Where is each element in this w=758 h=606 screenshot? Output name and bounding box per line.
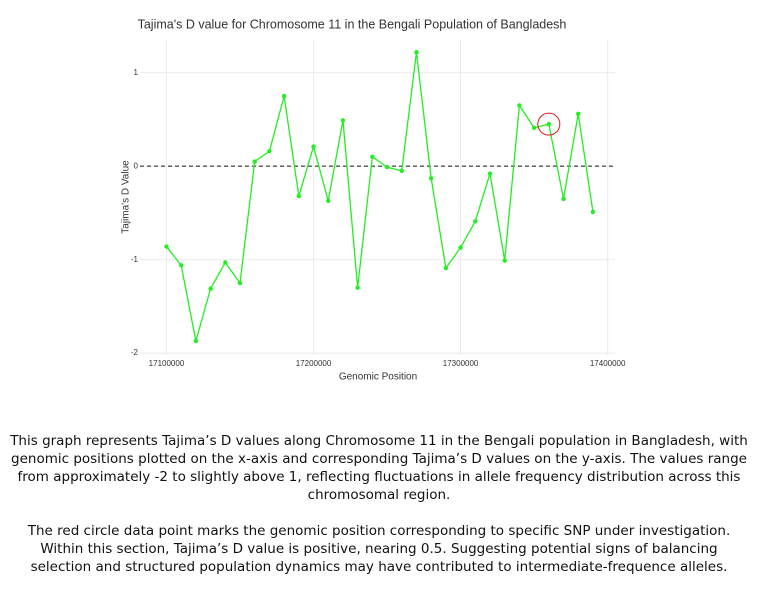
data-point (281, 93, 287, 99)
data-point (340, 118, 346, 123)
data-point (546, 121, 552, 127)
y-axis-label: Tajima's D Value (121, 160, 132, 234)
data-point (252, 159, 257, 164)
data-point (178, 263, 184, 268)
data-point (517, 103, 522, 108)
data-point (355, 285, 360, 290)
y-tick-label: -1 (131, 255, 139, 264)
data-point (208, 286, 213, 291)
highlight-circle (537, 112, 561, 136)
chart: Tajima's D value for Chromosome 11 in th… (121, 17, 626, 383)
data-point (443, 265, 449, 271)
caption: This graph represents Tajima’s D values … (0, 432, 758, 594)
y-tick-label: -2 (131, 348, 139, 357)
data-point (487, 171, 493, 176)
data-point (223, 260, 228, 265)
data-point (590, 209, 596, 215)
data-point (531, 125, 537, 131)
data-point (326, 198, 331, 203)
data-point (502, 258, 507, 263)
data-point (458, 245, 463, 250)
x-tick-label: 17300000 (443, 359, 479, 368)
data-point (399, 168, 404, 174)
data-point (561, 196, 566, 202)
chart-title: Tajima's D value for Chromosome 11 in th… (138, 17, 567, 31)
caption-paragraph: The red circle data point marks the geno… (27, 523, 731, 575)
data-point (370, 154, 375, 160)
x-tick-label: 17100000 (149, 359, 185, 368)
data-point (164, 244, 169, 249)
x-axis-label: Genomic Position (339, 372, 417, 383)
data-point (414, 49, 419, 55)
data-point (296, 193, 302, 199)
data-point (576, 111, 581, 117)
data-point (311, 144, 316, 149)
data-point (267, 149, 272, 154)
data-point (428, 176, 434, 181)
data-line (165, 52, 594, 342)
y-tick-label: 1 (134, 68, 139, 77)
data-point (237, 280, 243, 286)
data-point (193, 338, 199, 344)
data-point (384, 164, 390, 170)
caption-paragraph: This graph represents Tajima’s D values … (10, 433, 748, 503)
data-point (473, 219, 478, 224)
x-tick-label: 17200000 (296, 359, 332, 368)
y-tick-label: 0 (134, 161, 139, 170)
x-tick-label: 17400000 (590, 359, 626, 368)
